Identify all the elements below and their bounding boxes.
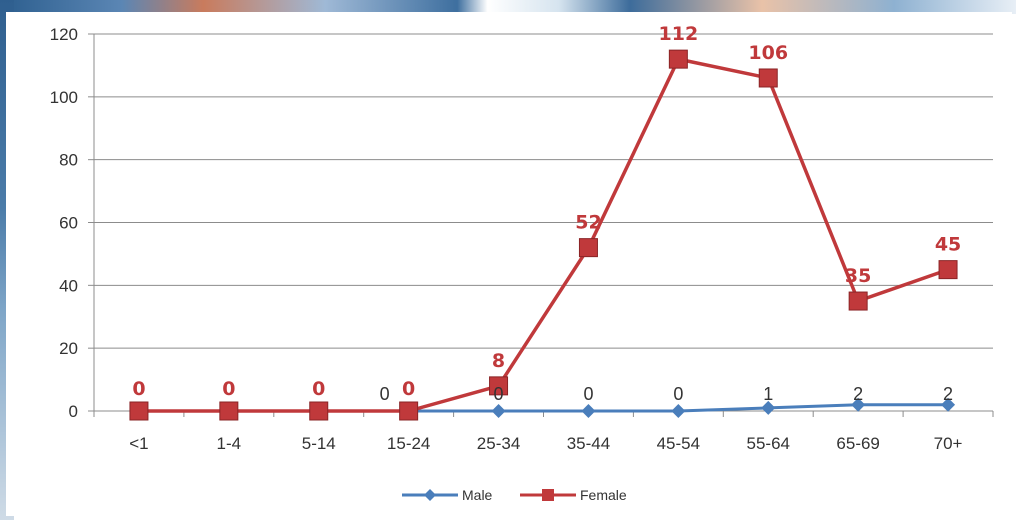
x-tick-label: 25-34 — [477, 434, 520, 453]
female-data-label: 0 — [402, 378, 415, 400]
male-point — [851, 397, 866, 412]
female-point — [758, 68, 778, 88]
legend-label: Male — [462, 487, 493, 503]
legend-swatch-marker — [542, 489, 554, 501]
x-tick-label: 55-64 — [747, 434, 790, 453]
x-tick-label: 45-54 — [657, 434, 700, 453]
male-data-label: 2 — [943, 384, 953, 404]
female-point — [399, 401, 419, 421]
y-tick-label: 100 — [50, 88, 78, 107]
x-tick-label: 5-14 — [302, 434, 336, 453]
legend: Male Female — [402, 487, 627, 503]
y-tick-label: 60 — [59, 214, 78, 233]
female-point — [578, 238, 598, 258]
female-point — [938, 260, 958, 280]
male-data-label: 0 — [380, 384, 390, 404]
series — [129, 49, 958, 421]
male-data-label: 0 — [673, 384, 683, 404]
x-tick-label: 1-4 — [217, 434, 242, 453]
legend-item-male: Male — [402, 487, 493, 503]
axes — [88, 33, 994, 417]
background-photo-strip — [0, 0, 1016, 14]
x-tick-label: 35-44 — [567, 434, 610, 453]
x-tick-label: <1 — [129, 434, 148, 453]
grid-lines — [94, 33, 993, 349]
female-point — [489, 376, 509, 396]
female-data-label: 0 — [222, 378, 235, 400]
y-tick-label: 20 — [59, 339, 78, 358]
legend-item-female: Female — [520, 487, 627, 503]
female-point — [848, 291, 868, 311]
y-tick-label: 80 — [59, 151, 78, 170]
female-point — [129, 401, 149, 421]
female-data-label: 0 — [132, 378, 145, 400]
legend-label: Female — [580, 487, 627, 503]
female-point — [668, 49, 688, 69]
male-data-label: 2 — [853, 384, 863, 404]
female-data-label: 106 — [748, 42, 788, 64]
female-data-label: 35 — [845, 265, 871, 287]
female-data-label: 0 — [312, 378, 325, 400]
male-point — [491, 404, 506, 418]
x-tick-label: 70+ — [934, 434, 963, 453]
y-tick-labels: 0 20 40 60 80 100 120 — [50, 25, 78, 421]
female-data-label: 52 — [575, 212, 601, 234]
female-point — [219, 401, 239, 421]
y-tick-label: 120 — [50, 25, 78, 44]
female-data-label: 45 — [935, 234, 961, 256]
x-tick-label: 15-24 — [387, 434, 430, 453]
male-data-label: 0 — [583, 384, 593, 404]
male-point — [671, 404, 686, 418]
female-series-line — [138, 57, 949, 413]
female-data-label: 112 — [659, 23, 699, 45]
x-tick-labels: <1 1-4 5-14 15-24 25-34 35-44 45-54 55-64 65-69 7… — [129, 434, 962, 453]
female-point — [309, 401, 329, 421]
female-data-label: 8 — [492, 350, 505, 372]
male-point — [761, 400, 776, 415]
x-tick-label: 65-69 — [836, 434, 879, 453]
male-data-label: 1 — [763, 384, 773, 404]
legend-swatch-marker — [424, 489, 436, 501]
male-point — [941, 397, 956, 412]
male-point — [581, 404, 596, 418]
y-tick-label: 0 — [69, 402, 78, 421]
y-tick-label: 40 — [59, 276, 78, 295]
chart-panel: 0 20 40 60 80 100 120 <1 1-4 5-14 15-24 25-34 35-44… — [6, 12, 1012, 516]
male-data-label: 0 — [494, 384, 504, 404]
